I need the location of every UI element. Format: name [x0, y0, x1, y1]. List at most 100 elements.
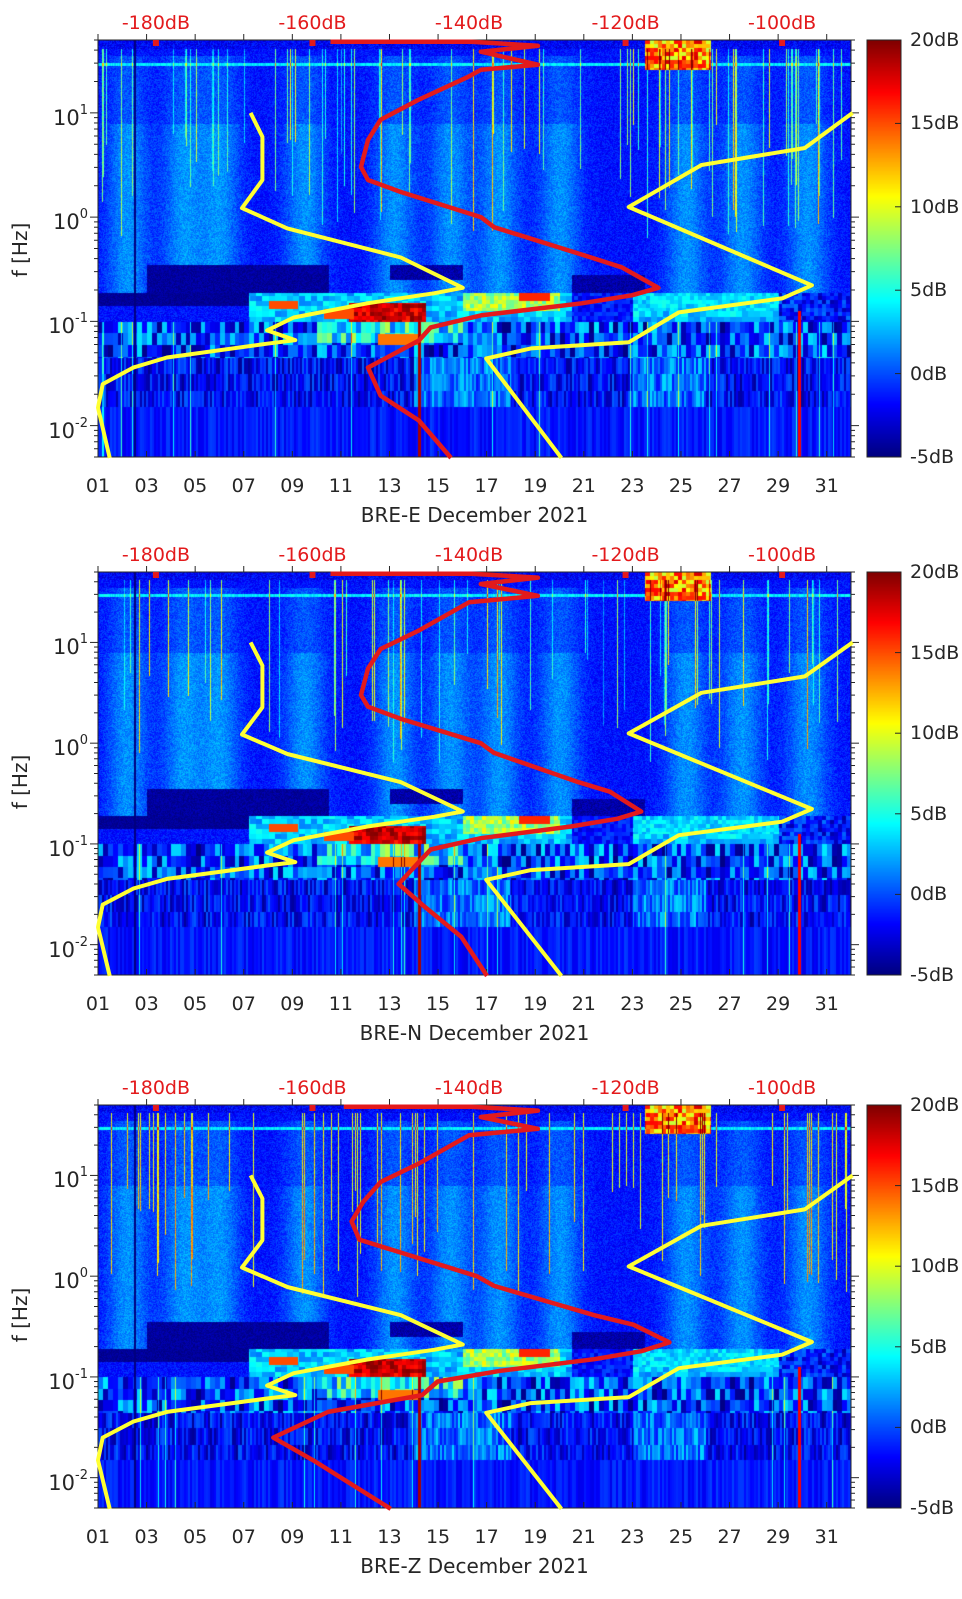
colorbar-label: 10dB	[910, 195, 960, 218]
x-tick-label: 31	[814, 475, 839, 497]
x-tick-label: 27	[717, 993, 742, 1015]
top-marker	[309, 40, 316, 46]
colorbar-label: 20dB	[910, 561, 960, 583]
y-tick-label: 100	[52, 1266, 88, 1294]
x-tick-label: 29	[766, 475, 791, 497]
colorbar	[866, 571, 902, 976]
top-marker	[779, 1105, 786, 1111]
y-tick-label: 101	[53, 103, 88, 129]
x-tick-label: 07	[231, 993, 256, 1015]
colorbar-label: 0dB	[910, 362, 948, 385]
y-tick-label: 10-1	[48, 834, 88, 860]
y-tick-base: 10	[52, 635, 80, 660]
y-tick-base: 10	[48, 1470, 76, 1495]
colorbar-gradient	[867, 1105, 901, 1508]
top-marker	[309, 1105, 316, 1111]
plot-overlay	[90, 566, 859, 978]
x-axis-label: BRE-E December 2021	[360, 503, 589, 527]
top-marker	[779, 40, 786, 46]
x-tick-label: 09	[280, 475, 305, 497]
colorbar-label: 5dB	[910, 802, 948, 825]
top-db-label: -180dB	[121, 544, 191, 566]
top-db-label: -120dB	[591, 544, 660, 566]
top-marker	[622, 1105, 629, 1111]
x-tick-label: 27	[717, 1526, 742, 1548]
top-marker	[622, 40, 629, 46]
x-tick-label: 19	[523, 993, 548, 1015]
colorbar-label: 5dB	[910, 1335, 948, 1358]
spectrogram-panel-1	[90, 34, 859, 460]
y-axis-label: f [Hz]	[8, 222, 32, 278]
colorbar-label: 20dB	[910, 1094, 960, 1116]
y-axis-label: f [Hz]	[8, 754, 32, 810]
top-marker	[309, 572, 316, 578]
x-tick-label: 19	[523, 475, 548, 497]
x-tick-label: 05	[183, 993, 208, 1015]
y-tick-label: 10-2	[48, 934, 88, 961]
y-tick-base: 10	[52, 736, 80, 761]
x-tick-label: 23	[620, 993, 645, 1015]
x-tick-label: 17	[474, 475, 499, 497]
axes-box	[97, 39, 852, 458]
x-tick-label: 07	[231, 1526, 256, 1548]
y-tick-exponent: -1	[75, 311, 88, 327]
colorbar-label: 15dB	[910, 641, 960, 664]
x-tick-label: 13	[377, 993, 402, 1015]
y-tick-label: 10-1	[48, 1366, 88, 1393]
x-tick-label: 21	[571, 475, 596, 497]
x-tick-label: 13	[377, 475, 402, 497]
x-tick-label: 23	[620, 475, 645, 497]
x-tick-label: 31	[814, 1526, 839, 1548]
colorbar-label: 15dB	[910, 112, 960, 135]
colorbar-label: -5dB	[910, 446, 955, 468]
curve-psd	[330, 571, 644, 978]
y-tick-exponent: 0	[79, 1266, 88, 1282]
y-tick-exponent: 1	[79, 1165, 88, 1181]
colorbar	[866, 39, 902, 458]
curve-nhnm	[484, 640, 854, 978]
x-tick-label: 17	[474, 1526, 499, 1548]
curve-psd	[271, 1104, 672, 1511]
colorbar-label: 10dB	[910, 722, 960, 745]
colorbar	[866, 1104, 902, 1509]
top-db-label: -140dB	[434, 12, 504, 34]
plot-overlay	[90, 34, 859, 460]
x-tick-label: 05	[183, 475, 208, 497]
colorbar-label: 5dB	[910, 279, 948, 302]
x-tick-label: 21	[571, 993, 596, 1015]
top-db-label: -180dB	[121, 12, 191, 34]
y-tick-label: 101	[53, 1165, 88, 1191]
x-tick-label: 11	[328, 475, 353, 497]
curve-nhnm	[484, 111, 854, 460]
x-tick-label: 19	[523, 1526, 548, 1548]
x-tick-label: 31	[814, 993, 839, 1015]
y-tick-exponent: -1	[75, 1366, 88, 1382]
x-tick-label: 27	[717, 475, 742, 497]
colorbar-frame	[866, 571, 902, 976]
x-tick-label: 21	[571, 1526, 596, 1548]
top-db-label: -100dB	[748, 544, 817, 566]
y-tick-base: 10	[52, 1269, 80, 1294]
x-tick-label: 09	[280, 1526, 305, 1548]
y-tick-exponent: -2	[75, 1467, 88, 1483]
colorbar-label: 0dB	[910, 1416, 948, 1439]
x-tick-label: 01	[85, 475, 111, 497]
x-tick-label: 25	[668, 475, 694, 497]
axes-box	[97, 1104, 852, 1509]
y-tick-exponent: 0	[79, 207, 88, 223]
x-tick-label: 03	[134, 993, 159, 1015]
y-tick-label: 10-2	[48, 1467, 88, 1495]
top-db-label: -140dB	[434, 544, 504, 566]
x-tick-label: 05	[183, 1526, 208, 1548]
x-tick-label: 07	[231, 475, 256, 497]
x-tick-label: 13	[377, 1526, 402, 1548]
top-db-label: -140dB	[434, 1077, 504, 1099]
x-tick-label: 11	[328, 993, 353, 1015]
colorbar-gradient	[867, 40, 901, 457]
y-tick-exponent: -2	[75, 934, 88, 950]
top-marker	[152, 572, 159, 578]
y-tick-exponent: -2	[75, 415, 88, 431]
y-tick-base: 10	[52, 210, 80, 235]
x-tick-label: 25	[668, 993, 694, 1015]
colorbar-label: 15dB	[910, 1174, 960, 1197]
